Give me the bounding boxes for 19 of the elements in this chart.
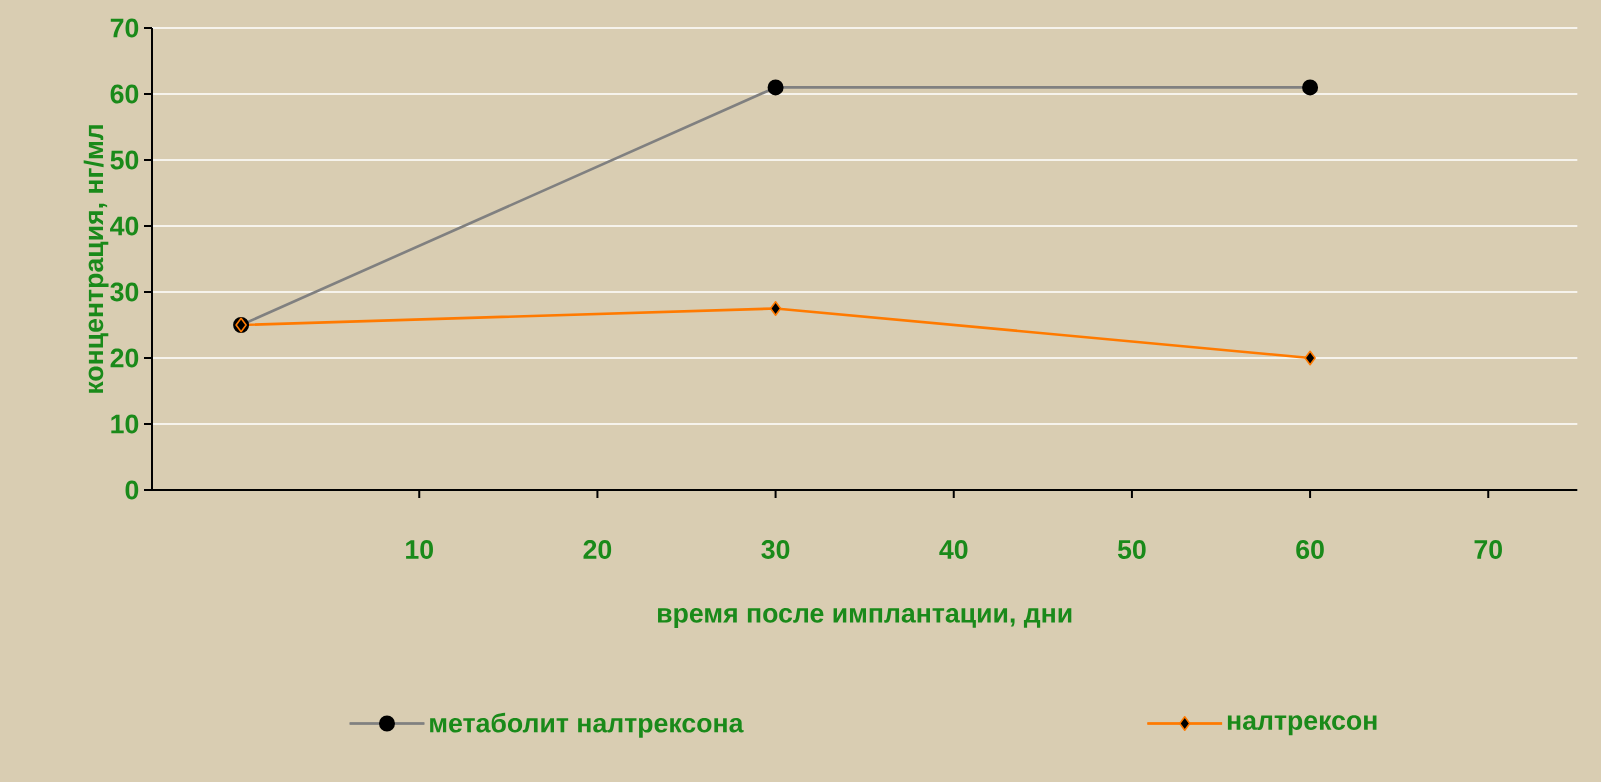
y-tick-label: 70 [110, 18, 139, 38]
y-tick-label: 60 [110, 84, 139, 104]
y-tick-label: 0 [125, 480, 139, 500]
x-tick-label: 40 [939, 540, 968, 559]
legend-label: метаболит налтрексона [430, 712, 744, 738]
x-tick-label: 20 [583, 540, 612, 559]
y-axis-title: концентрация, нг/мл [83, 125, 109, 393]
y-tick-label: 10 [111, 414, 139, 434]
y-tick-label: 30 [110, 282, 139, 302]
y-tick-label: 50 [110, 150, 139, 170]
x-tick-label: 50 [1117, 540, 1146, 559]
x-tick-label: 10 [406, 540, 433, 559]
x-tick-label: 30 [761, 540, 790, 559]
x-tick-label: 60 [1296, 540, 1324, 559]
legend-label: налтрексон [1227, 715, 1377, 736]
y-tick-label: 40 [110, 216, 139, 236]
x-axis-title: время после имплантации, дни [658, 608, 1072, 628]
x-tick-label: 70 [1474, 540, 1502, 559]
y-tick-label: 20 [110, 348, 139, 368]
